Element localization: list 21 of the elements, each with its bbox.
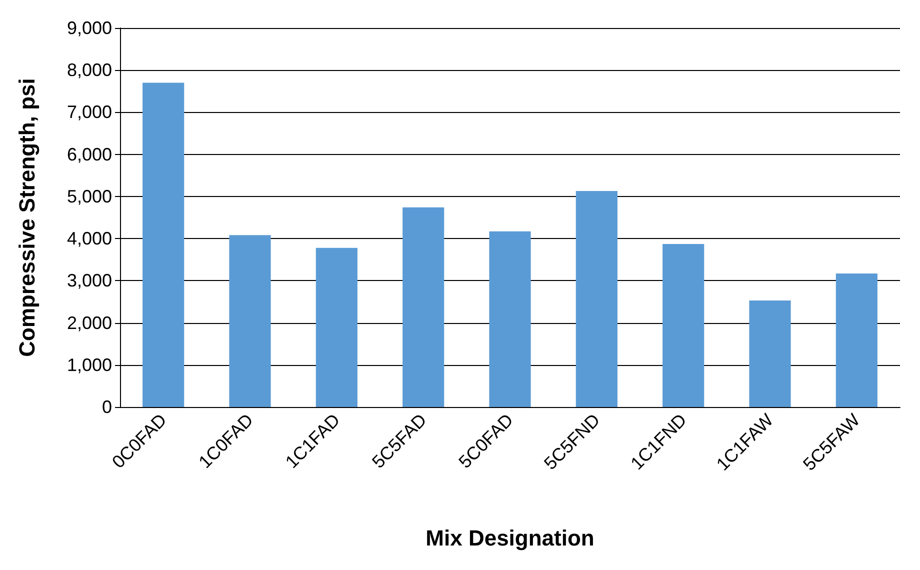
- bar: [749, 300, 791, 407]
- bar: [576, 190, 618, 407]
- y-tick-label: 1,000: [66, 354, 112, 375]
- y-tick-label: 5,000: [66, 186, 112, 206]
- x-axis-title: Mix Designation: [426, 526, 594, 550]
- y-tick-label: 7,000: [66, 102, 112, 122]
- y-tick-label: 6,000: [66, 144, 112, 164]
- bar: [402, 207, 444, 407]
- bar: [142, 82, 184, 407]
- y-tick-label: 8,000: [66, 60, 112, 80]
- bar: [489, 231, 531, 407]
- y-tick-label: 3,000: [66, 270, 112, 291]
- y-tick-label: 9,000: [66, 18, 112, 38]
- bar: [229, 235, 271, 407]
- bar: [836, 274, 878, 407]
- y-axis-title: Compressive Strength, psi: [14, 78, 40, 357]
- y-tick-label: 2,000: [66, 312, 112, 333]
- bar: [662, 244, 704, 407]
- y-tick-label: 0: [102, 397, 112, 417]
- y-tick-label: 4,000: [66, 228, 112, 249]
- bar: [316, 248, 358, 407]
